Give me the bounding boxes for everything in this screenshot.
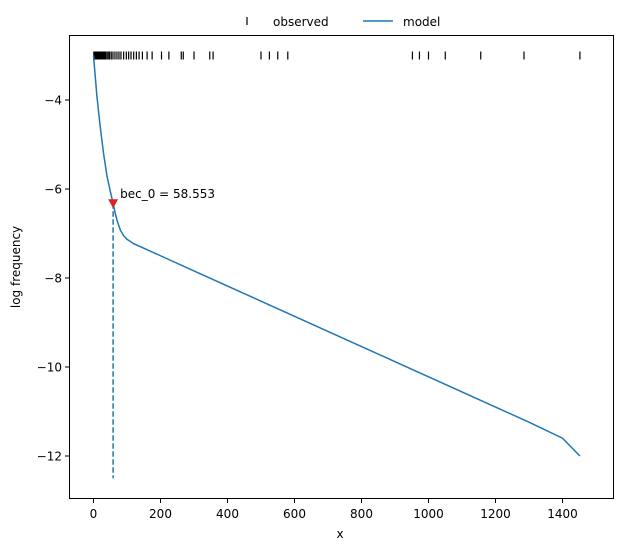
x-tick-label: 600: [283, 507, 306, 521]
y-tick-label: −4: [44, 94, 62, 108]
x-tick-label: 1200: [480, 507, 511, 521]
y-axis-label: log frequency: [9, 226, 23, 308]
plot-area: bec_0 = 58.553: [92, 51, 581, 479]
axes-frame: [69, 35, 614, 499]
model-line: [92, 55, 581, 457]
bec-triangle-marker-icon: [108, 199, 119, 209]
x-axis-label: x: [336, 527, 343, 541]
legend-model-label: model: [403, 15, 440, 29]
x-tick-label: 0: [90, 507, 98, 521]
x-tick-label: 1000: [413, 507, 444, 521]
x-tick-label: 1400: [547, 507, 578, 521]
x-tick-label: 200: [149, 507, 172, 521]
y-axis-ticks: −4 −6 −8 −10 −12: [37, 94, 70, 464]
y-tick-label: −8: [44, 272, 62, 286]
legend-observed-label: observed: [273, 15, 329, 29]
x-tick-label: 800: [350, 507, 373, 521]
bec-annotation: bec_0 = 58.553: [120, 187, 215, 201]
y-tick-label: −12: [37, 450, 62, 464]
y-tick-label: −6: [44, 183, 62, 197]
y-tick-label: −10: [37, 361, 62, 375]
legend: observed model: [246, 15, 440, 29]
x-tick-label: 400: [216, 507, 239, 521]
x-axis-ticks: 0 200 400 600 800 1000 1200 1400: [90, 498, 578, 521]
observed-rug: [93, 51, 581, 60]
